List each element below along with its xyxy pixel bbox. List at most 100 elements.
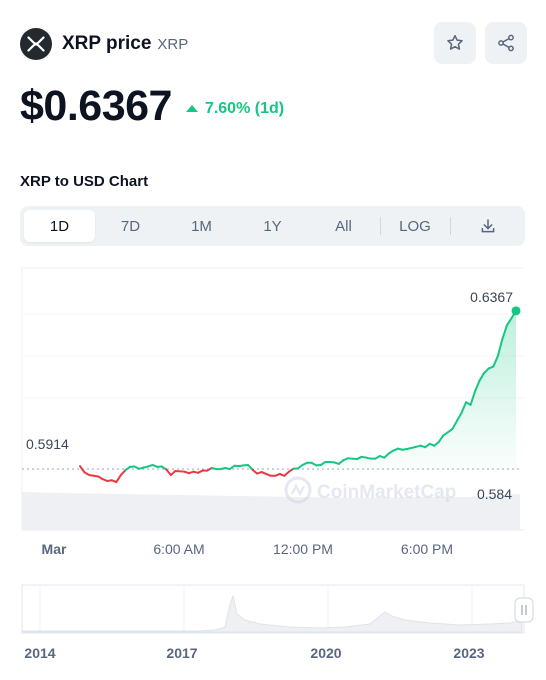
- price-line-segment-down: [83, 471, 91, 477]
- range-1y-button[interactable]: 1Y: [263, 217, 282, 235]
- range-selector: 1D 7D 1M 1Y All LOG: [20, 206, 525, 246]
- price-line-segment-down: [260, 471, 268, 475]
- price-line-segment-up: [433, 440, 440, 447]
- price-line-segment-down: [192, 470, 200, 474]
- drag-handle-icon[interactable]: [514, 597, 534, 623]
- range-1m-button[interactable]: 1M: [191, 217, 212, 235]
- price-line-segment-up: [342, 457, 349, 462]
- price-line-segment-down: [265, 472, 272, 477]
- price-line-segment-up: [333, 461, 340, 465]
- price-line-segment-up: [378, 455, 386, 459]
- xrp-logo-icon: [20, 28, 52, 60]
- price-line-segment-up: [237, 464, 245, 468]
- navigator-year-label: 2014: [24, 645, 55, 661]
- history-navigator[interactable]: [21, 584, 534, 634]
- price-line-segment-up: [406, 446, 413, 451]
- price-line-segment-up: [455, 412, 463, 422]
- price-line-segment-up: [138, 466, 145, 470]
- volume-bars: [22, 492, 520, 530]
- x-tick-label: 6:00 PM: [401, 541, 453, 557]
- caret-up-icon: [185, 105, 198, 112]
- navigator-history-area: [21, 594, 523, 633]
- price-line-segment-up: [310, 461, 318, 467]
- price-line-segment-up: [247, 464, 254, 471]
- price-line-segment-up: [210, 466, 218, 471]
- price-line-segment-up: [151, 464, 159, 468]
- price-line-segment-up: [301, 461, 309, 466]
- price-line-segment-down: [188, 470, 195, 475]
- price-line-segment-up: [392, 447, 399, 452]
- price-line-segment-up: [401, 448, 408, 451]
- price-line-segment-up: [360, 455, 368, 459]
- price-line-segment-up: [160, 465, 168, 471]
- download-button[interactable]: [454, 210, 521, 242]
- range-1d-button[interactable]: 1D: [24, 210, 95, 242]
- price-line-segment-down: [92, 474, 100, 478]
- price-line-segment-up: [442, 431, 449, 437]
- watchlist-button[interactable]: [434, 22, 476, 64]
- price-line-segment-up: [383, 452, 390, 459]
- price-line-segment-down: [115, 474, 122, 484]
- price-line-segment-up: [496, 338, 504, 358]
- price-line-segment-up: [374, 455, 381, 460]
- price-line-segment-up: [446, 427, 454, 434]
- open-value-label: 0.5914: [26, 436, 69, 452]
- price-line-segment-up: [297, 464, 304, 470]
- price-line-segment-down: [97, 475, 104, 481]
- x-tick-label: Mar: [42, 541, 67, 557]
- price-line-segment-down: [88, 474, 95, 477]
- price-line-segment-down: [79, 465, 86, 474]
- price-line-segment-up: [224, 466, 231, 471]
- price-line-segment-up: [219, 466, 227, 471]
- price-line-segment-up: [465, 401, 472, 406]
- log-scale-button[interactable]: LOG: [399, 217, 431, 235]
- price-line-segment-up: [142, 465, 150, 469]
- price-line-segment-up: [228, 464, 236, 471]
- price-line-segment-down: [101, 478, 109, 482]
- price-line-segment-up: [510, 309, 517, 320]
- download-icon: [481, 219, 494, 233]
- price-line-segment-down: [183, 470, 190, 475]
- price-area-fill: [80, 310, 516, 470]
- share-icon: [498, 34, 514, 52]
- price-line-segment-up: [474, 379, 481, 393]
- price-line-segment-up: [437, 434, 445, 443]
- coin-name: XRP price: [62, 33, 152, 54]
- price-line-segment-down: [165, 468, 172, 477]
- price-line-segment-up: [469, 390, 477, 406]
- star-icon: [447, 34, 463, 50]
- price-line-segment-up: [419, 444, 427, 449]
- price-line-segment-up: [147, 464, 154, 468]
- coin-header: XRP price XRP: [20, 26, 188, 62]
- share-button[interactable]: [485, 22, 527, 64]
- price-line-segment-up: [451, 419, 458, 430]
- price-line-segment-down: [251, 468, 259, 475]
- price-row: $0.6367 7.60% (1d): [20, 82, 284, 131]
- price-change: 7.60% (1d): [185, 96, 285, 118]
- price-line-segment-down: [287, 467, 295, 473]
- price-line-segment-up: [492, 355, 499, 368]
- watermark-text: CoinMarketCap: [317, 482, 456, 503]
- coin-symbol: XRP: [157, 35, 189, 53]
- price-line-segment-up: [133, 465, 141, 470]
- price-line-segment-up: [356, 455, 363, 461]
- range-all-button[interactable]: All: [335, 217, 352, 235]
- navigator-year-label: 2020: [310, 645, 341, 661]
- x-tick-label: 6:00 AM: [153, 541, 204, 557]
- price-line-segment-down: [256, 471, 263, 475]
- current-value-label: 0.6367: [470, 289, 513, 305]
- price-line-segment-up: [505, 317, 513, 327]
- current-price: $0.6367: [20, 82, 172, 130]
- price-line-segment-up: [460, 401, 468, 414]
- price-line-segment-up: [410, 445, 418, 449]
- price-change-value: 7.60% (1d): [204, 99, 285, 117]
- chart-frame: [21, 267, 524, 531]
- price-line-segment-up: [387, 449, 395, 455]
- price-line-segment-down: [206, 466, 213, 472]
- price-line-segment-up: [478, 371, 486, 382]
- price-line-segment-up: [487, 365, 495, 370]
- price-line-segment-up: [124, 465, 131, 472]
- navigator-year-label: 2023: [453, 645, 484, 661]
- price-line-segment-up: [501, 324, 508, 341]
- range-7d-button[interactable]: 7D: [120, 217, 141, 235]
